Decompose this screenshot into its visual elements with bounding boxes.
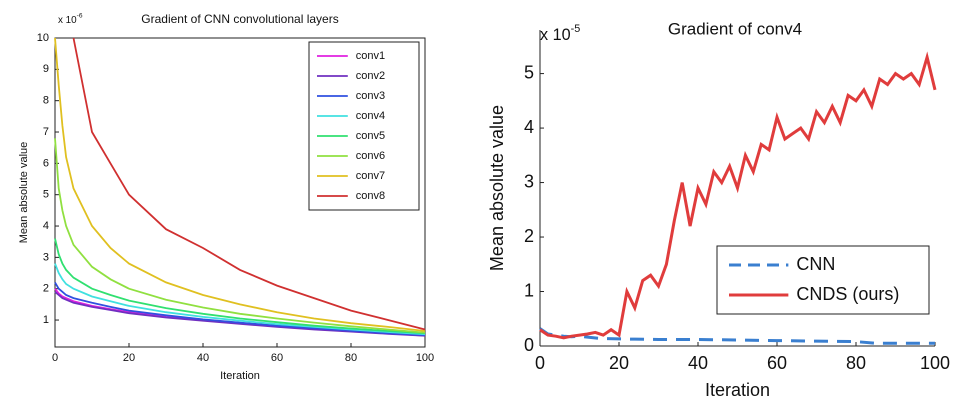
y-tick-label: 5 <box>43 189 49 201</box>
series-line <box>54 281 426 336</box>
y-tick-label: 10 <box>37 32 49 44</box>
chart-title: Gradient of conv4 <box>668 19 802 38</box>
y-axis-label: Mean absolute value <box>18 142 30 244</box>
x-axis-label: Iteration <box>220 370 260 382</box>
series-line <box>54 138 426 334</box>
legend: conv1 conv2 conv3 conv4 conv5 conv6 conv7 conv8 <box>308 41 420 211</box>
legend-label: conv8 <box>356 190 385 202</box>
y-tick-label: 9 <box>43 63 49 75</box>
legend: CNN CNDS (ours) <box>716 245 930 315</box>
legend-label: conv4 <box>356 110 385 122</box>
y-offset-label: x 10-5 <box>540 23 580 45</box>
y-tick-label: 4 <box>524 117 534 137</box>
legend-label: CNN <box>796 254 835 274</box>
y-offset-base: x 10 <box>58 15 77 26</box>
x-tick-label: 0 <box>52 352 58 364</box>
x-tick-label: 20 <box>609 353 629 373</box>
x-tick-label: 60 <box>767 353 787 373</box>
chart-title: Gradient of CNN convolutional layers <box>141 12 338 26</box>
x-axis-label: Iteration <box>705 380 770 400</box>
y-tick-label: 1 <box>524 280 534 300</box>
y-tick-label: 3 <box>43 251 49 263</box>
legend-label: conv2 <box>356 70 385 82</box>
y-tick-label: 0 <box>524 335 534 355</box>
y-offset-exponent: -6 <box>77 12 83 19</box>
y-offset-base: x 10 <box>540 26 571 44</box>
legend-label: conv7 <box>356 170 385 182</box>
legend-box <box>716 245 930 315</box>
y-tick-label: 5 <box>524 62 534 82</box>
legend-label: conv5 <box>356 130 385 142</box>
y-tick-label: 2 <box>43 283 49 295</box>
y-tick-label: 2 <box>524 226 534 246</box>
series-line <box>539 327 935 345</box>
x-tick-label: 40 <box>688 353 708 373</box>
legend-label: conv1 <box>356 50 385 62</box>
plot-frame <box>54 37 426 348</box>
series-line <box>539 51 937 340</box>
x-tick-label: 100 <box>416 352 434 364</box>
chart: Gradient of conv4 Iteration Mean absolute … <box>487 19 950 399</box>
y-tick-label: 6 <box>43 157 49 169</box>
x-tick-label: 40 <box>197 352 209 364</box>
series-line <box>54 291 426 337</box>
chart: Gradient of CNN convolutional layers Iter… <box>18 12 434 382</box>
y-tick-label: 4 <box>43 220 49 232</box>
y-axis-label: Mean absolute value <box>487 105 507 271</box>
x-tick-label: 100 <box>920 353 950 373</box>
y-offset-exponent: -5 <box>571 23 581 35</box>
y-tick-label: 1 <box>43 314 49 326</box>
x-tick-label: 80 <box>345 352 357 364</box>
x-tick-label: 80 <box>846 353 866 373</box>
legend-box <box>308 41 420 211</box>
x-tick-label: 60 <box>271 352 283 364</box>
y-tick-label: 7 <box>43 126 49 138</box>
series-line <box>72 37 426 331</box>
x-tick-label: 20 <box>123 352 135 364</box>
series-line <box>54 37 426 332</box>
y-offset-label: x 10-6 <box>58 12 83 25</box>
series-line <box>54 238 426 335</box>
legend-label: CNDS (ours) <box>796 284 899 304</box>
series-line <box>54 263 426 336</box>
y-tick-label: 3 <box>524 171 534 191</box>
legend-label: conv6 <box>356 150 385 162</box>
y-tick-label: 8 <box>43 95 49 107</box>
legend-label: conv3 <box>356 90 385 102</box>
x-tick-label: 0 <box>535 353 545 373</box>
